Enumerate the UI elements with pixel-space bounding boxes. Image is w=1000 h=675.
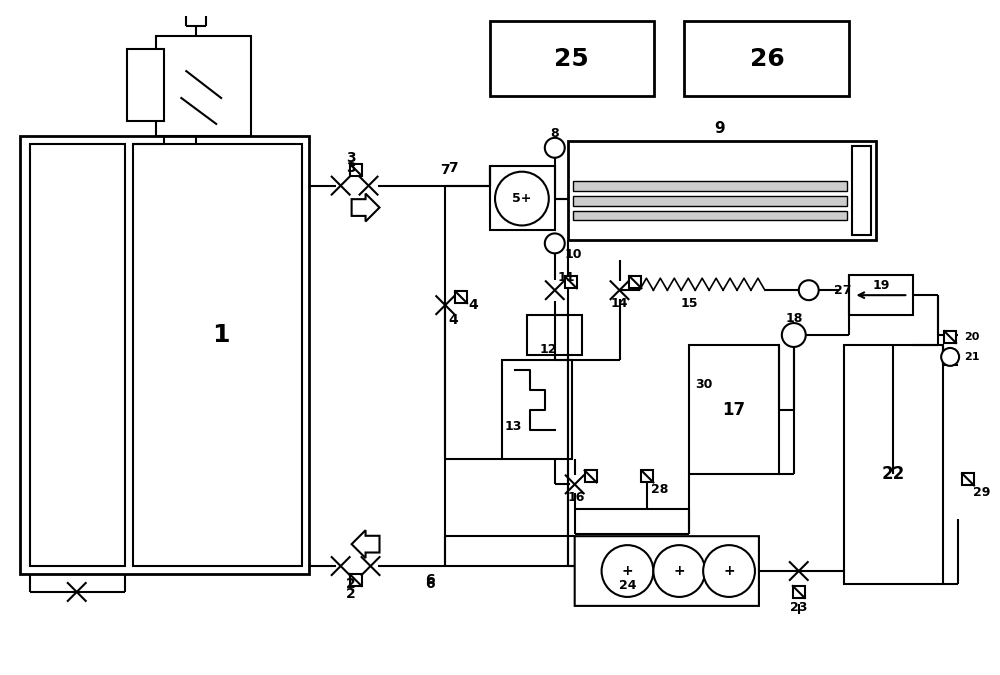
Polygon shape — [352, 530, 379, 558]
Circle shape — [799, 280, 819, 300]
Text: 5+: 5+ — [512, 192, 532, 205]
Text: 29: 29 — [973, 486, 991, 499]
Bar — [568, 141, 876, 240]
Circle shape — [782, 323, 806, 347]
Circle shape — [653, 545, 705, 597]
Bar — [852, 146, 871, 236]
Bar — [689, 345, 779, 475]
Bar — [133, 144, 302, 566]
Text: 15: 15 — [680, 296, 698, 310]
Bar — [573, 181, 847, 190]
Text: 16: 16 — [568, 491, 585, 504]
Text: 17: 17 — [722, 401, 746, 418]
Circle shape — [602, 545, 653, 597]
Circle shape — [545, 234, 565, 253]
Bar — [350, 574, 362, 586]
Text: 2: 2 — [346, 587, 355, 601]
Bar — [684, 22, 849, 96]
Bar — [585, 470, 597, 483]
Bar — [490, 22, 654, 96]
Circle shape — [941, 348, 959, 366]
Bar — [455, 291, 467, 303]
Text: 1: 1 — [212, 323, 230, 347]
Text: 28: 28 — [651, 483, 668, 496]
Text: 12: 12 — [540, 344, 557, 356]
Text: 6: 6 — [425, 573, 435, 587]
Bar — [490, 165, 555, 230]
Text: 21: 21 — [964, 352, 980, 362]
Text: 4: 4 — [448, 313, 458, 327]
Text: 7: 7 — [440, 163, 450, 177]
Text: 25: 25 — [554, 47, 589, 71]
Text: 18: 18 — [785, 312, 802, 325]
Bar — [793, 586, 805, 598]
Text: 26: 26 — [750, 47, 784, 71]
Bar — [629, 276, 641, 288]
Polygon shape — [352, 194, 379, 221]
Text: 4: 4 — [468, 298, 478, 312]
Text: 3: 3 — [346, 161, 355, 175]
Bar — [30, 144, 125, 566]
Text: 8: 8 — [550, 128, 559, 140]
Text: 14: 14 — [611, 296, 628, 310]
Text: 27: 27 — [834, 284, 851, 297]
Bar — [127, 49, 164, 121]
Circle shape — [703, 545, 755, 597]
Bar — [156, 36, 251, 136]
FancyBboxPatch shape — [575, 536, 759, 606]
Text: 7: 7 — [448, 161, 458, 175]
Bar — [962, 473, 974, 485]
Bar — [944, 331, 956, 343]
Text: 13: 13 — [505, 420, 522, 433]
Bar — [527, 315, 582, 355]
Text: +: + — [723, 564, 735, 578]
Circle shape — [495, 171, 549, 225]
Bar — [849, 275, 913, 315]
Bar — [573, 196, 847, 206]
Text: 9: 9 — [714, 122, 724, 136]
Bar — [502, 360, 572, 460]
Text: 11: 11 — [558, 271, 575, 284]
Text: +: + — [622, 564, 633, 578]
Text: 22: 22 — [882, 466, 905, 483]
Bar — [565, 276, 577, 288]
Bar — [573, 211, 847, 221]
Text: 6: 6 — [425, 577, 435, 591]
Text: 2: 2 — [346, 577, 355, 591]
Text: 10: 10 — [565, 248, 582, 261]
Bar — [20, 136, 309, 574]
Text: 24: 24 — [619, 579, 636, 593]
Text: 30: 30 — [695, 378, 713, 392]
Text: 20: 20 — [964, 332, 979, 342]
Bar — [350, 164, 362, 176]
Text: 19: 19 — [873, 279, 890, 292]
Bar — [844, 345, 943, 584]
Text: 23: 23 — [790, 601, 807, 614]
Circle shape — [545, 138, 565, 158]
Text: 3: 3 — [346, 151, 355, 165]
Bar — [641, 470, 653, 483]
Text: +: + — [673, 564, 685, 578]
